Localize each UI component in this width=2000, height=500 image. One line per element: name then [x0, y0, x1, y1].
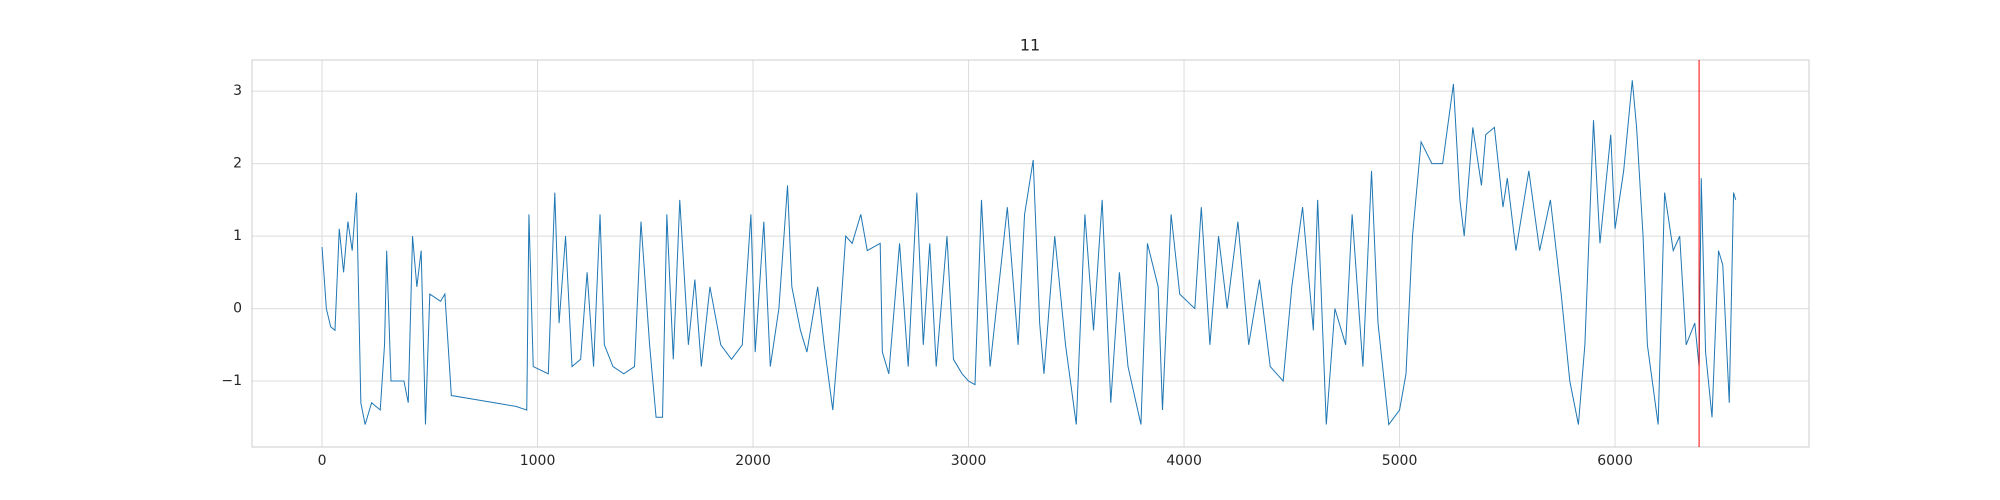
x-tick-label: 0 — [318, 453, 327, 469]
x-tick-label: 6000 — [1597, 453, 1633, 469]
x-tick-label: 5000 — [1382, 453, 1418, 469]
x-tick-label: 4000 — [1166, 453, 1202, 469]
plot-frame — [251, 59, 1810, 448]
chart-title: 11 — [1020, 36, 1040, 55]
x-tick-label: 1000 — [520, 453, 556, 469]
y-tick-label: 3 — [233, 83, 242, 99]
y-tick-label: −1 — [221, 373, 242, 389]
y-tick-label: 2 — [233, 156, 242, 172]
data-line — [321, 80, 1737, 426]
y-tick-label: 0 — [233, 301, 242, 317]
x-tick-label: 3000 — [951, 453, 987, 469]
y-tick-label: 1 — [233, 228, 242, 244]
x-tick-label: 2000 — [735, 453, 771, 469]
